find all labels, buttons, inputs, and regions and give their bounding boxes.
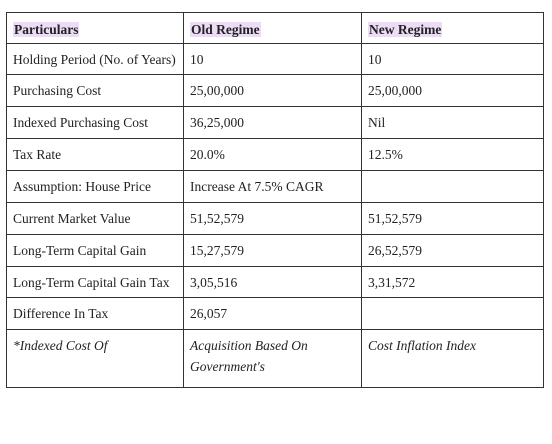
cell-new-regime	[361, 297, 544, 330]
table-row: Difference In Tax 26,057	[6, 297, 544, 330]
cell-new-regime: Nil	[361, 106, 544, 139]
table-row: Purchasing Cost 25,00,000 25,00,000	[6, 74, 544, 107]
cell-old-regime: 10	[183, 43, 362, 75]
cell-particular: Assumption: House Price	[6, 170, 184, 203]
tax-comparison-table: Particulars Old Regime New Regime Holdin…	[6, 12, 544, 388]
cell-old-regime: Increase At 7.5% CAGR	[183, 170, 362, 203]
cell-particular: Current Market Value	[6, 202, 184, 235]
cell-particular: Tax Rate	[6, 138, 184, 171]
cell-particular: Long-Term Capital Gain Tax	[6, 266, 184, 298]
cell-particular: *Indexed Cost Of	[6, 329, 184, 388]
table-row-footnote: *Indexed Cost Of Acquisition Based On Go…	[6, 329, 544, 388]
cell-particular: Difference In Tax	[6, 297, 184, 330]
cell-old-regime: 15,27,579	[183, 234, 362, 267]
cell-old-regime: 26,057	[183, 297, 362, 330]
table-row: Holding Period (No. of Years) 10 10	[6, 43, 544, 75]
table-row: Current Market Value 51,52,579 51,52,579	[6, 202, 544, 235]
header-new-regime: New Regime	[361, 12, 544, 44]
cell-particular: Long-Term Capital Gain	[6, 234, 184, 267]
cell-new-regime: 26,52,579	[361, 234, 544, 267]
cell-old-regime: 3,05,516	[183, 266, 362, 298]
cell-old-regime: Acquisition Based On Government's	[183, 329, 362, 388]
header-particulars: Particulars	[6, 12, 184, 44]
cell-particular: Holding Period (No. of Years)	[6, 43, 184, 75]
cell-old-regime: 51,52,579	[183, 202, 362, 235]
table-row: Long-Term Capital Gain Tax 3,05,516 3,31…	[6, 266, 544, 298]
header-row: Particulars Old Regime New Regime	[6, 12, 544, 44]
cell-particular: Purchasing Cost	[6, 74, 184, 107]
cell-old-regime: 36,25,000	[183, 106, 362, 139]
cell-new-regime: 3,31,572	[361, 266, 544, 298]
cell-new-regime: Cost Inflation Index	[361, 329, 544, 388]
header-particulars-label: Particulars	[13, 22, 80, 37]
cell-new-regime: 25,00,000	[361, 74, 544, 107]
table-row: Assumption: House Price Increase At 7.5%…	[6, 170, 544, 203]
table-row: Long-Term Capital Gain 15,27,579 26,52,5…	[6, 234, 544, 267]
table-row: Tax Rate 20.0% 12.5%	[6, 138, 544, 171]
cell-particular: Indexed Purchasing Cost	[6, 106, 184, 139]
header-old-regime: Old Regime	[183, 12, 362, 44]
header-new-regime-label: New Regime	[368, 22, 443, 37]
cell-new-regime: 51,52,579	[361, 202, 544, 235]
header-old-regime-label: Old Regime	[190, 22, 261, 37]
cell-new-regime: 12.5%	[361, 138, 544, 171]
cell-new-regime	[361, 170, 544, 203]
cell-new-regime: 10	[361, 43, 544, 75]
cell-old-regime: 25,00,000	[183, 74, 362, 107]
cell-old-regime: 20.0%	[183, 138, 362, 171]
table-row: Indexed Purchasing Cost 36,25,000 Nil	[6, 106, 544, 139]
